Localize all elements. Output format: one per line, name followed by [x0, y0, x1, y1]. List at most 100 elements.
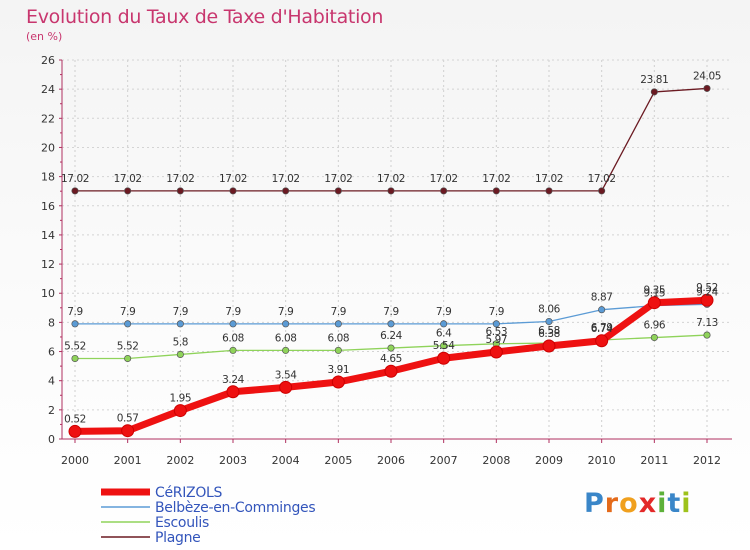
legend-label: Escoulis [155, 515, 209, 531]
logo-letter: i [657, 488, 668, 519]
data-point [229, 187, 237, 195]
data-point [124, 320, 132, 328]
data-label: 7.9 [383, 306, 399, 318]
data-point [124, 354, 132, 363]
data-point [545, 187, 553, 195]
data-label: 24.05 [693, 70, 721, 82]
data-label: 6.24 [380, 330, 402, 342]
data-label: 23.81 [640, 74, 668, 86]
data-point [492, 187, 500, 195]
data-label: 6.74 [591, 323, 613, 335]
data-point [650, 88, 658, 96]
data-point [492, 320, 500, 328]
data-point [440, 342, 448, 350]
data-label: 17.02 [272, 173, 300, 185]
data-label: 9.15 [643, 288, 665, 300]
x-tick-label: 2009 [535, 454, 563, 467]
data-label: 6.08 [222, 332, 244, 344]
chart-title: Evolution du Taux de Taxe d'Habitation [26, 6, 384, 28]
data-point [71, 354, 79, 363]
y-tick-label: 12 [41, 258, 55, 271]
logo-letter: t [667, 488, 682, 519]
data-label: 5.54 [433, 340, 455, 352]
y-tick-label: 4 [48, 375, 55, 388]
data-label: 0.57 [117, 413, 139, 425]
data-point [334, 320, 342, 328]
data-point [176, 350, 184, 359]
data-label: 6.79 [591, 322, 613, 334]
data-label: 4.65 [380, 353, 402, 365]
data-point [489, 345, 503, 359]
y-tick-label: 20 [41, 141, 55, 154]
data-label: 17.02 [166, 173, 194, 185]
data-point [387, 344, 395, 352]
x-tick-label: 2002 [166, 454, 194, 467]
data-label: 6.08 [327, 332, 349, 344]
data-point [334, 187, 342, 195]
data-label: 17.02 [430, 173, 458, 185]
data-point [121, 424, 135, 438]
data-label: 7.9 [489, 306, 505, 318]
logo-letter: x [638, 488, 658, 519]
data-label: 17.02 [588, 173, 616, 185]
data-point [334, 346, 342, 354]
data-label: 5.8 [173, 336, 189, 348]
data-label: 6.4 [436, 328, 452, 340]
data-point [384, 364, 398, 378]
data-point [703, 331, 711, 339]
data-point [282, 187, 290, 195]
y-tick-label: 14 [41, 229, 55, 242]
y-tick-label: 2 [48, 404, 55, 417]
x-tick-label: 2007 [430, 454, 458, 467]
data-point [387, 320, 395, 328]
data-label: 7.9 [173, 306, 189, 318]
legend-label: Plagne [155, 530, 200, 546]
logo-letter: r [604, 488, 620, 519]
x-tick-label: 2000 [61, 454, 89, 467]
legend: CéRIZOLSBelbèze-en-CommingesEscoulisPlag… [101, 485, 316, 546]
data-label: 7.9 [331, 306, 347, 318]
data-point [331, 375, 345, 389]
data-label: 17.02 [324, 173, 352, 185]
y-tick-label: 18 [41, 171, 55, 184]
data-label: 3.24 [222, 374, 244, 386]
data-point [71, 187, 79, 195]
data-label: 0.52 [64, 413, 86, 425]
data-label: 3.91 [327, 364, 349, 376]
grid [62, 59, 732, 440]
data-point [700, 293, 714, 307]
data-label: 5.97 [485, 334, 507, 346]
data-point [282, 320, 290, 328]
data-label: 9.35 [643, 285, 665, 297]
data-label: 8.87 [591, 292, 613, 304]
data-point [440, 187, 448, 195]
y-tick-label: 26 [41, 54, 55, 67]
data-label: 8.06 [538, 304, 560, 316]
data-label: 17.02 [377, 173, 405, 185]
series-group [68, 84, 714, 438]
x-tick-label: 2006 [377, 454, 405, 467]
data-label: 17.02 [219, 173, 247, 185]
x-tick-label: 2010 [588, 454, 616, 467]
data-label: 7.9 [120, 306, 136, 318]
data-label: 7.9 [436, 306, 452, 318]
data-point [545, 317, 553, 326]
data-label: 5.52 [64, 341, 86, 353]
x-tick-label: 2011 [640, 454, 668, 467]
data-label: 3.54 [275, 369, 297, 381]
logo-letter: o [619, 488, 639, 519]
data-point [173, 404, 187, 418]
data-point [650, 333, 658, 342]
data-label: 17.02 [535, 173, 563, 185]
data-point [68, 424, 82, 438]
data-point [229, 346, 237, 354]
data-label: 5.52 [117, 341, 139, 353]
data-point [176, 320, 184, 328]
data-label: 7.9 [278, 306, 294, 318]
x-tick-label: 2003 [219, 454, 247, 467]
y-tick-label: 8 [48, 316, 55, 329]
data-point [598, 187, 606, 195]
y-tick-label: 6 [48, 346, 55, 359]
